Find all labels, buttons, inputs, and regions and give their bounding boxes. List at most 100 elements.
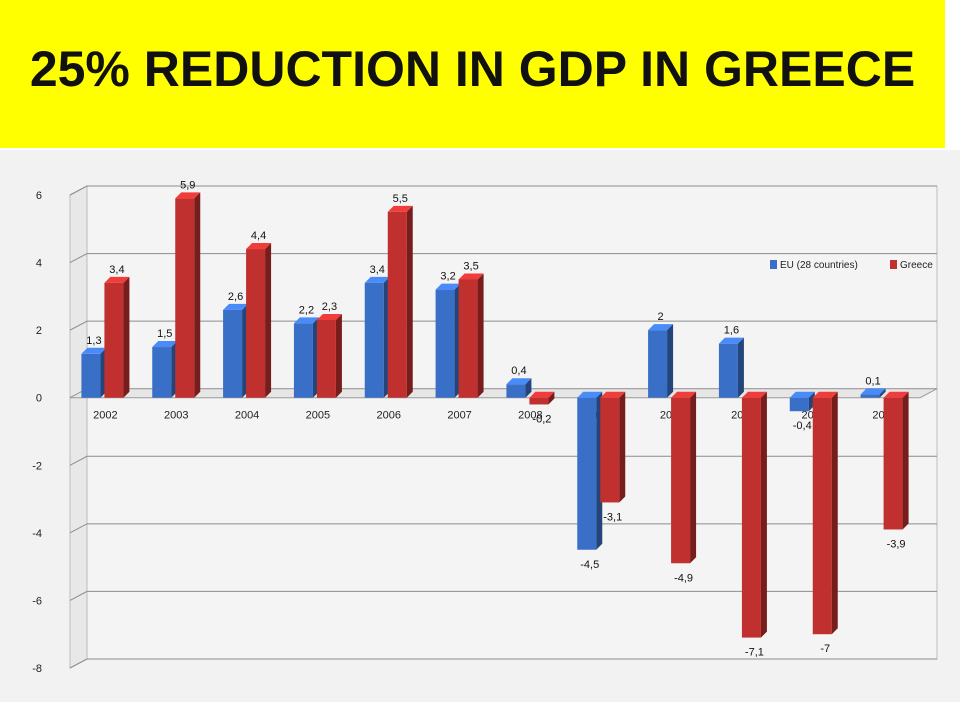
greece-data-label: -3,1: [603, 511, 622, 523]
eu-bar-front: [364, 282, 384, 398]
greece-bar-top: [529, 391, 555, 398]
greece-bar-front: [246, 249, 266, 398]
greece-bar-side: [123, 276, 130, 398]
greece-data-label: -3,9: [887, 538, 906, 550]
greece-data-label: 5,5: [393, 193, 408, 205]
y-tick-label: -8: [32, 663, 42, 675]
y-tick-label: -4: [32, 528, 42, 540]
gridline: [69, 590, 937, 601]
eu-bar-top: [506, 378, 532, 385]
title-banner: 25% REDUCTION IN GDP IN GREECE: [0, 0, 945, 148]
greece-data-label: 2,3: [322, 301, 337, 313]
gridline: [69, 320, 937, 331]
greece-bar-side: [902, 391, 909, 530]
eu-data-label: 1,3: [86, 335, 101, 347]
greece-data-label: 3,5: [463, 260, 478, 272]
x-tick-label: 2008: [518, 410, 542, 422]
greece-bar-front: [812, 397, 832, 635]
eu-bar-front: [648, 330, 668, 398]
greece-bar-side: [548, 391, 555, 405]
eu-data-label: 2,6: [228, 291, 243, 303]
eu-bar-side: [737, 337, 744, 398]
greece-bar-front: [883, 397, 903, 530]
y-tick-label: 0: [36, 393, 42, 405]
greece-bar-front: [104, 282, 124, 398]
eu-bar-front: [789, 397, 809, 412]
legend-label-greece: Greece: [900, 260, 933, 271]
eu-bar-top: [223, 303, 249, 310]
eu-bar-front: [81, 353, 101, 398]
gridline: [69, 658, 937, 669]
eu-data-label: 1,5: [157, 328, 172, 340]
y-tick-label: 4: [36, 258, 42, 270]
greece-bar-front: [671, 397, 691, 564]
greece-data-label: 5,9: [180, 179, 195, 191]
greece-bar-side: [690, 391, 697, 564]
chart-area: 6 4 2 0 -2 -4 -6 -8 2002 2003 2004 2005 2006 2007 2008…: [0, 150, 960, 702]
greece-bar-side: [265, 243, 272, 398]
greece-bar-top: [104, 276, 130, 283]
greece-bar-front: [387, 211, 407, 398]
greece-bar-top: [883, 391, 909, 398]
slide-title: 25% REDUCTION IN GDP IN GREECE: [29, 41, 916, 97]
x-tick-label: 2006: [377, 410, 401, 422]
x-tick-label: 2002: [93, 410, 117, 422]
greece-bar-top: [316, 314, 342, 321]
eu-bar-front: [860, 394, 880, 398]
gridline: [69, 523, 937, 534]
greece-bar-side: [760, 391, 767, 638]
greece-data-label: -7,1: [745, 647, 764, 659]
greece-bar-front: [741, 397, 761, 638]
eu-bar-top: [152, 341, 178, 348]
gdp-bar-chart: 6 4 2 0 -2 -4 -6 -8 2002 2003 2004 2005 2006 2007 2008…: [0, 150, 960, 702]
eu-bar-top: [648, 324, 674, 331]
greece-bar-front: [458, 279, 478, 398]
greece-bar-side: [619, 391, 626, 503]
legend-label-eu: EU (28 countries): [780, 260, 858, 271]
greece-bar-top: [812, 391, 838, 398]
greece-data-label: -4,9: [674, 572, 693, 584]
eu-data-label: 3,2: [440, 271, 455, 283]
x-tick-label: 2004: [235, 410, 259, 422]
eu-data-label: 1,6: [724, 325, 739, 337]
eu-data-label: 2,2: [299, 304, 314, 316]
eu-bar-front: [293, 323, 313, 398]
gridline: [69, 455, 937, 466]
eu-bar-top: [577, 391, 603, 398]
y-tick-label: -6: [32, 595, 42, 607]
x-tick-label: 2005: [306, 410, 330, 422]
eu-bar-top: [718, 337, 744, 344]
greece-bar-front: [175, 198, 195, 398]
greece-bar-top: [175, 192, 201, 199]
eu-bar-side: [879, 388, 886, 398]
eu-bar-top: [293, 317, 319, 324]
greece-bar-top: [671, 391, 697, 398]
eu-bar-top: [364, 276, 390, 283]
greece-bar-side: [194, 192, 201, 398]
eu-bar-side: [667, 324, 674, 398]
greece-bar-side: [406, 205, 413, 398]
legend-swatch-greece: [890, 260, 897, 269]
eu-bar-front: [152, 347, 172, 398]
greece-bar-front: [316, 320, 336, 398]
eu-bar-front: [435, 289, 455, 398]
eu-data-label: 3,4: [370, 264, 385, 276]
x-tick-label: 2007: [447, 410, 471, 422]
eu-data-label: 0,4: [511, 365, 526, 377]
gridline: [69, 185, 937, 196]
greece-bar-top: [387, 205, 413, 212]
eu-bar-top: [860, 388, 886, 395]
greece-bar-side: [335, 314, 342, 398]
greece-bar-front: [600, 397, 620, 503]
eu-data-label: -0,4: [793, 420, 812, 432]
greece-data-label: -7: [820, 643, 830, 655]
y-tick-label: 2: [36, 325, 42, 337]
y-tick-label: 6: [36, 190, 42, 202]
y-tick-label: -2: [32, 460, 42, 472]
eu-bar-front: [577, 397, 597, 550]
x-tick-label: 2003: [164, 410, 188, 422]
eu-data-label: 0,1: [865, 375, 880, 387]
greece-bar-top: [246, 243, 272, 250]
eu-bar-side: [525, 378, 532, 398]
eu-bar-top: [789, 391, 815, 398]
